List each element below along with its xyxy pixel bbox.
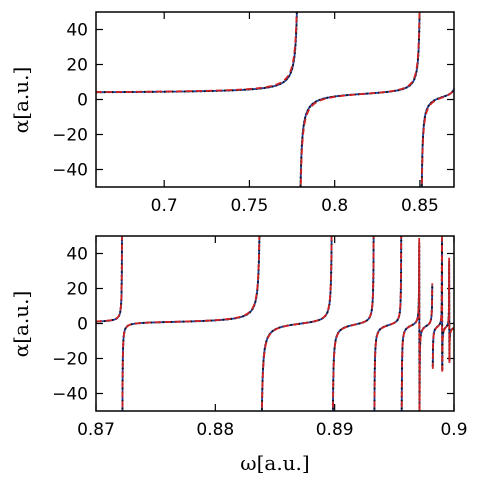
bottom-ytick-label: 0 bbox=[77, 315, 88, 335]
top-ticks bbox=[96, 12, 454, 187]
top-series bbox=[96, 12, 454, 187]
top-xtick-label: 0.7 bbox=[151, 196, 178, 216]
bottom-xtick-label: 0.9 bbox=[440, 420, 467, 440]
bottom-series-dashed bbox=[96, 236, 454, 411]
bottom-xtick-label: 0.89 bbox=[316, 420, 354, 440]
bottom-xtick-label: 0.88 bbox=[196, 420, 234, 440]
bottom-xtick-label: 0.87 bbox=[77, 420, 115, 440]
bottom-ytick-label: −40 bbox=[52, 385, 88, 405]
top-xtick-label: 0.8 bbox=[321, 196, 348, 216]
top-series-dotted bbox=[96, 12, 454, 187]
top-ytick-label: −20 bbox=[52, 126, 88, 146]
bottom-series bbox=[96, 236, 454, 411]
bottom-axes-frame bbox=[95, 235, 455, 412]
top-xtick-label: 0.75 bbox=[230, 196, 268, 216]
bottom-ylabel: α[a.u.] bbox=[9, 291, 33, 358]
bottom-xlabel: ω[a.u.] bbox=[240, 451, 309, 475]
top-ylabel: α[a.u.] bbox=[9, 67, 33, 134]
top-ytick-label: 40 bbox=[66, 21, 88, 41]
top-ytick-label: 0 bbox=[77, 91, 88, 111]
bottom-ytick-label: 20 bbox=[66, 280, 88, 300]
top-series-dashed bbox=[96, 12, 454, 187]
top-ytick-label: 20 bbox=[66, 56, 88, 76]
top-tick-labels: 0.7 0.75 0.8 0.85 −40 −20 0 20 40 bbox=[52, 21, 439, 217]
bottom-tick-labels: 0.87 0.88 0.89 0.9 −40 −20 0 20 40 bbox=[52, 245, 467, 441]
top-panel: 0.7 0.75 0.8 0.85 −40 −20 0 20 40 α[a.u.] bbox=[9, 11, 455, 217]
top-xtick-label: 0.85 bbox=[401, 196, 439, 216]
top-axes-frame bbox=[95, 11, 455, 188]
bottom-ytick-label: 40 bbox=[66, 245, 88, 265]
bottom-ytick-label: −20 bbox=[52, 350, 88, 370]
top-ytick-label: −40 bbox=[52, 161, 88, 181]
top-series-solid bbox=[96, 12, 454, 187]
bottom-panel: 0.87 0.88 0.89 0.9 −40 −20 0 20 40 α[a.u.] ω[a.u… bbox=[9, 235, 468, 475]
